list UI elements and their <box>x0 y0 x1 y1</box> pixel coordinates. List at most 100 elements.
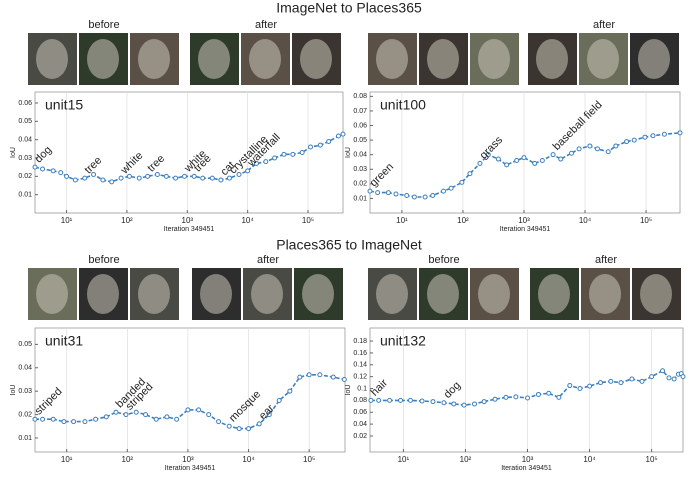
y-tick-label: 0.04 <box>353 421 367 428</box>
data-point <box>535 391 541 397</box>
data-point <box>671 376 677 382</box>
data-point <box>367 188 373 194</box>
data-point <box>236 426 242 432</box>
data-point <box>317 372 323 378</box>
x-axis-label: Iteration 349451 <box>501 465 552 472</box>
data-point <box>393 191 399 197</box>
thumbnail-label: after <box>595 254 617 266</box>
thumbnail-highlight <box>376 274 408 314</box>
data-point <box>472 401 478 407</box>
data-point <box>290 151 296 157</box>
plot-area <box>369 327 684 453</box>
data-point <box>206 412 212 418</box>
thumbnail-highlight <box>427 274 459 314</box>
data-point <box>133 409 139 415</box>
thumbnail-highlight <box>538 274 570 314</box>
data-point <box>567 383 573 389</box>
thumbnail-label: before <box>88 19 119 31</box>
y-tick-label: 0.01 <box>18 192 32 199</box>
x-tick-label: 10² <box>457 216 469 225</box>
data-point <box>618 380 624 386</box>
thumbnail-highlight <box>87 274 119 314</box>
chart-title: unit132 <box>380 333 426 349</box>
data-point <box>631 137 637 143</box>
y-tick-label: 0.18 <box>353 338 367 345</box>
x-tick-label: 10³ <box>182 216 194 225</box>
data-point <box>113 409 119 415</box>
data-point <box>492 396 498 402</box>
x-tick-label: 10³ <box>182 455 194 464</box>
data-point <box>256 421 262 427</box>
x-tick-label: 10³ <box>518 216 530 225</box>
data-point <box>335 133 341 139</box>
data-point <box>521 155 527 161</box>
data-point <box>404 193 410 199</box>
thumbnail-highlight <box>36 274 68 314</box>
x-tick-label: 10¹ <box>398 455 410 464</box>
data-point <box>123 412 129 418</box>
data-point <box>174 416 180 422</box>
x-tick-label: 10⁴ <box>241 216 254 225</box>
data-point <box>368 397 374 403</box>
x-tick-label: 10⁵ <box>303 455 315 464</box>
data-point <box>297 374 303 380</box>
thumbnail-highlight <box>251 274 283 314</box>
thumbnail-highlight <box>478 274 510 314</box>
y-tick-label: 0.06 <box>353 122 367 129</box>
x-tick-label: 10¹ <box>396 216 408 225</box>
section-title: ImageNet to Places365 <box>276 0 422 16</box>
data-point <box>558 156 564 162</box>
data-point <box>341 376 347 382</box>
data-point <box>419 398 425 404</box>
data-point <box>407 397 413 403</box>
data-point <box>308 144 314 150</box>
data-point <box>576 146 582 152</box>
data-point <box>32 164 38 170</box>
data-point <box>605 149 611 155</box>
data-point <box>608 378 614 384</box>
y-tick-label: 0.08 <box>353 397 367 404</box>
y-tick-label: 0.03 <box>353 166 367 173</box>
thumbnail-highlight <box>427 39 459 79</box>
data-point <box>411 194 417 200</box>
y-tick-label: 0.1 <box>357 385 367 392</box>
data-line <box>370 369 684 406</box>
data-point <box>136 175 142 181</box>
data-point <box>430 399 436 405</box>
data-point <box>173 175 179 181</box>
x-tick-label: 10² <box>460 455 472 464</box>
data-point <box>504 162 510 168</box>
y-tick-label: 0.06 <box>18 100 32 107</box>
data-point <box>153 416 159 422</box>
data-point <box>191 173 197 179</box>
y-tick-label: 0.03 <box>18 155 32 162</box>
y-tick-label: 0.02 <box>18 411 32 418</box>
x-axis-label: Iteration 349451 <box>164 226 215 233</box>
data-point <box>185 407 191 413</box>
x-tick-label: 10⁵ <box>646 455 658 464</box>
thumbnail-highlight <box>478 39 510 79</box>
y-tick-label: 0.05 <box>18 341 32 348</box>
data-point <box>430 193 436 199</box>
data-point <box>103 414 109 420</box>
x-tick-label: 10¹ <box>61 455 73 464</box>
y-tick-label: 0.04 <box>18 137 32 144</box>
data-point <box>649 374 655 380</box>
x-tick-label: 10² <box>121 216 133 225</box>
data-point <box>629 376 635 382</box>
x-tick-label: 10⁴ <box>579 216 592 225</box>
section-title: Places365 to ImageNet <box>276 237 422 253</box>
data-point <box>385 190 391 196</box>
data-point <box>216 419 222 425</box>
data-point <box>145 173 151 179</box>
data-point <box>40 416 46 422</box>
data-point <box>550 152 556 158</box>
data-point <box>546 390 552 396</box>
data-point <box>245 168 251 174</box>
data-point <box>661 131 667 137</box>
y-tick-label: 0.05 <box>18 118 32 125</box>
data-point <box>577 386 583 392</box>
thumbnail-highlight <box>87 39 119 79</box>
thumbnail-highlight <box>198 39 230 79</box>
data-point <box>642 134 648 140</box>
